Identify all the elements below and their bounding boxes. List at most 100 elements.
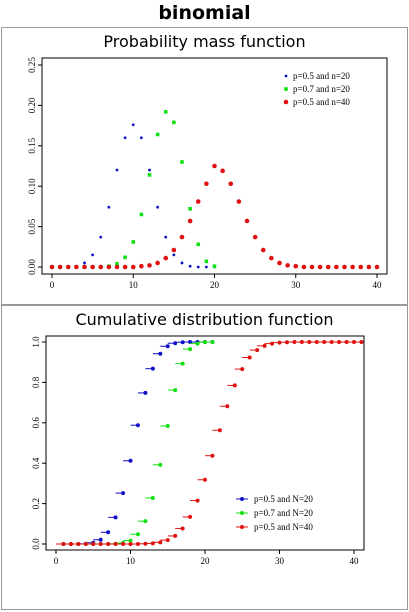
data-point (173, 388, 178, 393)
data-point (179, 234, 185, 240)
data-point (65, 264, 71, 270)
data-point (317, 264, 323, 270)
data-point (131, 123, 135, 127)
data-point (269, 255, 274, 261)
data-point (366, 264, 372, 270)
data-point (187, 218, 193, 224)
data-point (260, 247, 266, 253)
x-tick-label: 30 (291, 280, 301, 290)
legend-marker (284, 87, 288, 91)
legend-marker (240, 511, 244, 515)
data-point (309, 264, 315, 270)
data-point (115, 261, 119, 266)
data-point (374, 264, 380, 270)
page-title: binomial (158, 2, 251, 24)
data-point (90, 264, 95, 270)
data-point (155, 132, 160, 137)
data-point (171, 247, 177, 253)
legend-label: p=0.7 and n=20 (293, 84, 350, 94)
cdf-panel: Cumulative distribution function 0 10 20 30… (1, 305, 408, 610)
data-point (83, 261, 86, 265)
data-point (240, 367, 245, 372)
data-point (172, 253, 176, 257)
data-point (180, 261, 184, 265)
y-tick-label: 0.25 (27, 57, 37, 73)
data-point (147, 173, 152, 177)
y-tick-label: 0.00 (27, 259, 37, 275)
data-point (135, 532, 140, 537)
data-point (252, 234, 258, 240)
y-tick-label: 0.6 (31, 417, 41, 429)
data-point (98, 537, 103, 542)
y-tick-label: 0.10 (27, 178, 37, 194)
data-point (121, 491, 126, 496)
data-point (172, 120, 176, 125)
data-point (212, 264, 217, 268)
legend-label: p=0.5 and N=20 (254, 494, 313, 504)
y-tick-label: 0.20 (27, 97, 37, 113)
data-point (150, 495, 155, 500)
data-point (148, 168, 151, 172)
y-tick-label: 0.4 (31, 457, 41, 469)
legend-label: p=0.7 and N=20 (254, 508, 313, 518)
data-point (57, 264, 63, 270)
x-tick-label: 40 (350, 556, 360, 566)
data-point (255, 348, 260, 353)
x-tick-label: 0 (54, 556, 59, 566)
data-point (195, 498, 200, 503)
data-point (204, 259, 209, 264)
data-point (285, 263, 290, 268)
data-point (220, 168, 225, 174)
data-point (173, 533, 178, 538)
x-tick-label: 10 (129, 280, 139, 290)
data-point (358, 264, 364, 270)
x-tick-label: 0 (50, 280, 55, 290)
data-point (188, 514, 193, 519)
y-tick-label: 0.05 (27, 218, 37, 234)
data-point (165, 424, 170, 429)
x-tick-label: 30 (275, 556, 285, 566)
legend-marker (284, 74, 288, 78)
data-point (143, 390, 148, 395)
data-point (196, 242, 201, 247)
data-point (350, 264, 355, 270)
data-point (236, 199, 242, 204)
data-point (135, 423, 140, 428)
data-point (164, 235, 168, 239)
data-point (262, 343, 267, 348)
x-tick-label: 40 (373, 280, 383, 290)
data-point (158, 351, 163, 356)
data-point (212, 163, 217, 169)
data-point (217, 428, 222, 433)
y-tick-label: 0.0 (31, 538, 41, 550)
data-point (128, 538, 133, 543)
data-point (195, 199, 201, 204)
data-point (106, 530, 111, 535)
data-point (115, 168, 119, 172)
data-point (196, 265, 200, 269)
data-point (180, 526, 185, 531)
data-point (293, 263, 299, 269)
x-tick-label: 20 (210, 280, 220, 290)
data-point (301, 264, 307, 270)
data-point (156, 205, 160, 209)
data-point (113, 515, 118, 520)
data-point (342, 264, 347, 270)
data-point (228, 181, 234, 187)
data-point (325, 264, 331, 270)
data-point (210, 453, 215, 458)
data-point (165, 344, 170, 349)
data-point (139, 212, 144, 217)
pmf-title: Probability mass function (103, 32, 306, 51)
data-point (203, 477, 207, 482)
data-point (128, 458, 133, 463)
data-point (225, 404, 230, 409)
data-point (359, 340, 364, 344)
y-tick-label: 0.8 (31, 376, 41, 388)
data-point (139, 136, 143, 140)
data-point (244, 218, 250, 224)
data-point (91, 253, 95, 257)
data-point (74, 264, 79, 270)
legend-marker (283, 99, 289, 105)
data-point (139, 263, 144, 269)
